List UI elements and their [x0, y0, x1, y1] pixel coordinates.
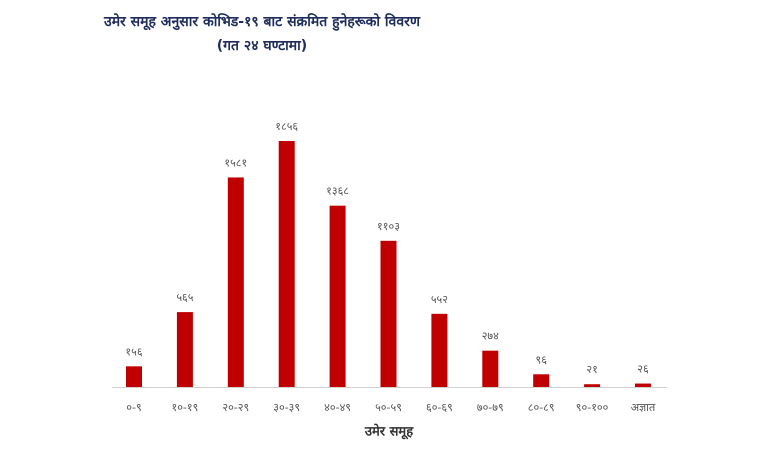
x-tick-label: ९०-१०० — [576, 401, 609, 414]
bar — [380, 240, 397, 387]
x-tick-label: ५०-५९ — [375, 401, 402, 414]
x-tick-label: अज्ञात — [631, 401, 656, 414]
data-label: २६ — [637, 363, 649, 376]
bar — [176, 312, 193, 387]
bar — [126, 366, 142, 387]
x-tick-label: ६०-६९ — [426, 401, 453, 414]
x-tick-label: ८०-८९ — [528, 401, 555, 414]
chart-title: उमेर समूह अनुसार कोभिड-१९ बाट संक्रमित ह… — [103, 13, 421, 31]
bar — [278, 141, 295, 387]
data-label: १५६ — [125, 345, 142, 358]
bar — [329, 205, 346, 387]
x-axis-title: उमेर समूह — [364, 424, 414, 440]
bar — [635, 383, 651, 387]
data-label: ११०३ — [377, 220, 400, 233]
data-label: २७४ — [482, 330, 499, 343]
data-label: १५८१ — [224, 156, 247, 169]
x-tick-label: ७०-७९ — [477, 401, 504, 414]
data-label: ५५२ — [431, 293, 448, 306]
bar — [431, 313, 448, 387]
data-label: १८५६ — [275, 120, 298, 133]
data-label: ९६ — [535, 353, 547, 366]
bar — [227, 177, 244, 387]
bar — [584, 384, 601, 387]
x-tick-label: १०-१९ — [171, 401, 198, 414]
bar — [482, 350, 499, 387]
bar — [533, 374, 550, 387]
x-tick-label: ०-९ — [126, 401, 141, 414]
data-label: १३६८ — [326, 185, 349, 198]
x-tick-label: २०-२९ — [222, 401, 249, 414]
data-label: २१ — [586, 363, 597, 376]
x-tick-label: ३०-३९ — [273, 401, 300, 414]
x-tick-label: ४०-४९ — [324, 401, 351, 414]
data-label: ५६५ — [176, 291, 193, 304]
chart-subtitle: (गत २४ घण्टामा) — [217, 38, 307, 54]
